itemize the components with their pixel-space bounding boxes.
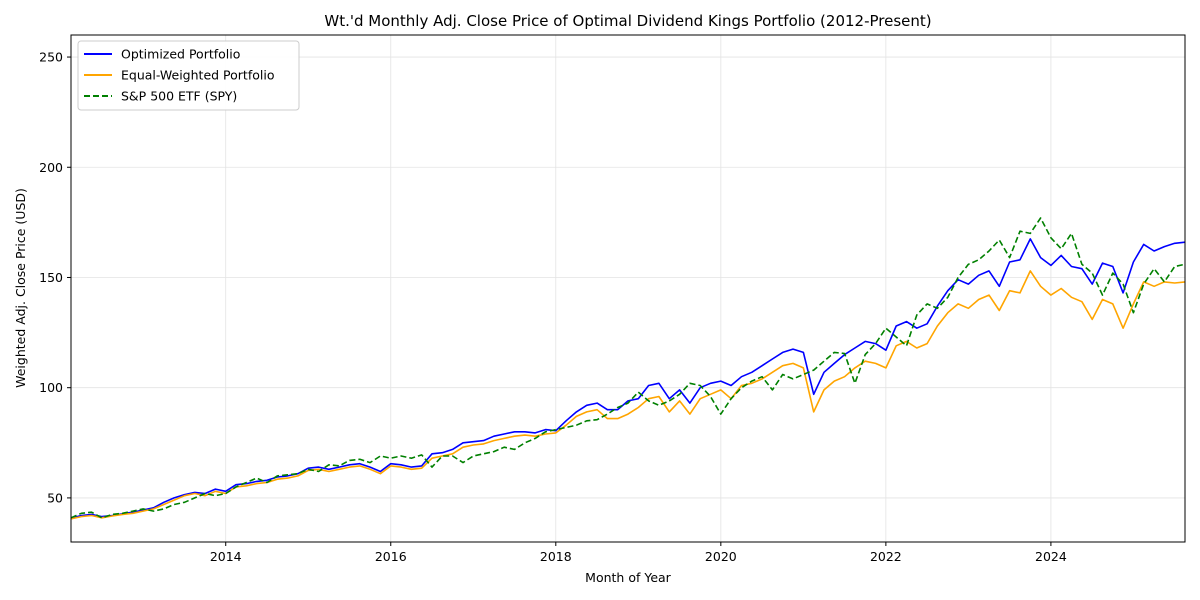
- x-axis-label: Month of Year: [585, 570, 671, 585]
- chart-title: Wt.'d Monthly Adj. Close Price of Optima…: [324, 12, 931, 30]
- x-tick-label: 2016: [375, 549, 407, 564]
- x-tick-label: 2018: [540, 549, 572, 564]
- legend-box: [77, 40, 300, 111]
- axis-ticks: 2014 2016 2018 2020 2022 2024 50 100 150 200 250: [39, 50, 1067, 564]
- legend-label-spy: S&P 500 ETF (SPY): [121, 89, 237, 104]
- series-line-optimized: [70, 238, 1186, 519]
- y-tick-label: 50: [47, 490, 63, 505]
- y-tick-label: 250: [39, 50, 63, 65]
- y-tick-label: 100: [39, 380, 63, 395]
- series-group: [70, 217, 1186, 520]
- grid: [71, 35, 1185, 542]
- x-tick-label: 2022: [870, 549, 902, 564]
- series-line-spy: [70, 217, 1186, 519]
- x-tick-label: 2014: [210, 549, 242, 564]
- legend: Optimized Portfolio Equal-Weighted Portf…: [77, 40, 300, 111]
- plot-frame: [70, 34, 1186, 543]
- series-line-equal-weighted: [70, 270, 1186, 520]
- legend-label-optimized: Optimized Portfolio: [121, 47, 240, 62]
- y-axis-label: Weighted Adj. Close Price (USD): [13, 188, 28, 388]
- x-tick-label: 2024: [1035, 549, 1067, 564]
- legend-label-equal-weighted: Equal-Weighted Portfolio: [121, 68, 274, 83]
- x-tick-label: 2020: [705, 549, 737, 564]
- y-tick-label: 150: [39, 270, 63, 285]
- y-tick-label: 200: [39, 160, 63, 175]
